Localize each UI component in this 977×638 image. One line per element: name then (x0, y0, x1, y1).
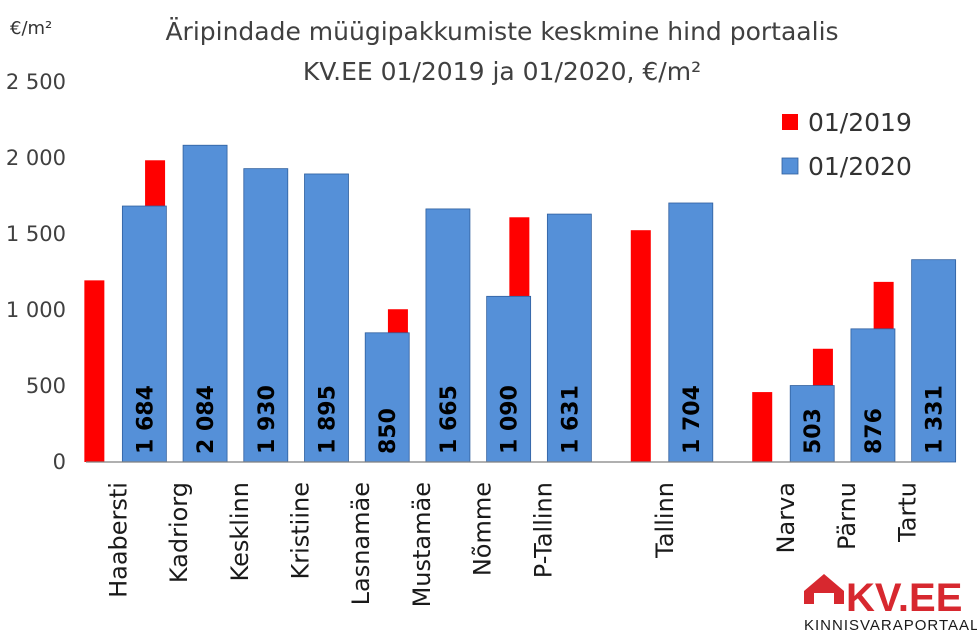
legend: 01/2019 01/2020 (781, 108, 912, 181)
house-icon (804, 574, 844, 604)
bar-2020 (121, 205, 167, 463)
x-tick-label: Nõmme (469, 482, 497, 576)
y-tick-label: 2 500 (6, 70, 66, 94)
logo-wordmark: KV.EE (846, 576, 962, 620)
data-label: 1 704 (680, 385, 705, 454)
bar-2020 (850, 328, 896, 463)
data-label: 1 090 (498, 385, 523, 454)
bars (84, 144, 957, 463)
bar-2020 (364, 332, 410, 463)
chart-title-line-2: KV.EE 01/2019 ja 01/2020, €/m² (303, 57, 701, 86)
bar-2019 (752, 392, 773, 462)
data-label: 1 631 (558, 385, 583, 454)
bar-2020 (243, 168, 289, 463)
data-label: 1 895 (316, 385, 341, 454)
logo-tagline: KINNISVARAPORTAAL (804, 617, 977, 634)
legend-swatch-01-2019 (782, 114, 798, 130)
data-label: 1 665 (437, 385, 462, 454)
bar-2020 (789, 385, 835, 463)
legend-label-01-2020: 01/2020 (808, 152, 912, 181)
x-tick-label: P-Tallinn (529, 482, 557, 578)
data-label: 1 331 (923, 385, 948, 454)
bar-2020 (911, 259, 957, 463)
bar-2020 (304, 173, 349, 463)
bar-2020 (425, 208, 471, 463)
data-label: 1 684 (133, 385, 158, 454)
legend-label-01-2019: 01/2019 (808, 108, 912, 137)
y-tick-label: 1 000 (6, 298, 66, 322)
bar-2020 (486, 295, 532, 463)
x-tick-label: Tartu (894, 482, 922, 543)
x-tick-label: Lasnamäe (347, 482, 375, 605)
bar-2020 (546, 213, 592, 463)
data-labels: 1 684 2 084 1 930 1 895 850 1 665 1 090 1 631 1 … (133, 385, 947, 454)
bar-2020 (182, 144, 228, 463)
kv-ee-logo: KV.EE KINNISVARAPORTAAL (804, 574, 977, 634)
x-tick-label: Mustamäe (408, 482, 436, 607)
x-tick-label: Tallinn (651, 482, 679, 559)
x-tick-label: Kadriorg (165, 482, 193, 583)
bar-2019 (630, 230, 651, 462)
y-tick-label: 1 500 (6, 222, 66, 246)
data-label: 503 (801, 408, 826, 454)
y-tick-label: 500 (26, 374, 66, 398)
bar-2020 (668, 202, 714, 463)
data-label: 850 (376, 408, 401, 454)
data-label: 1 930 (255, 385, 280, 454)
y-tick-label: 2 000 (6, 146, 66, 170)
chart-title-line-1: Äripindade müügipakkumiste keskmine hind… (165, 17, 838, 46)
x-tick-label: Kristiine (287, 482, 315, 580)
x-tick-label: Narva (772, 482, 800, 553)
y-axis-unit-label: €/m² (10, 18, 52, 39)
bar-2019 (84, 280, 105, 462)
y-axis-ticks: 0 500 1 000 1 500 2 000 2 500 (6, 70, 66, 474)
x-tick-label: Kesklinn (226, 482, 254, 581)
data-label: 876 (862, 408, 887, 454)
data-label: 2 084 (194, 385, 219, 454)
y-tick-label: 0 (53, 450, 66, 474)
x-axis-tick-labels: Haabersti Kadriorg Kesklinn Kristiine Lasnam… (104, 482, 921, 607)
legend-swatch-01-2020 (781, 157, 799, 175)
x-tick-label: Haabersti (104, 482, 132, 598)
x-tick-label: Pärnu (833, 482, 861, 550)
